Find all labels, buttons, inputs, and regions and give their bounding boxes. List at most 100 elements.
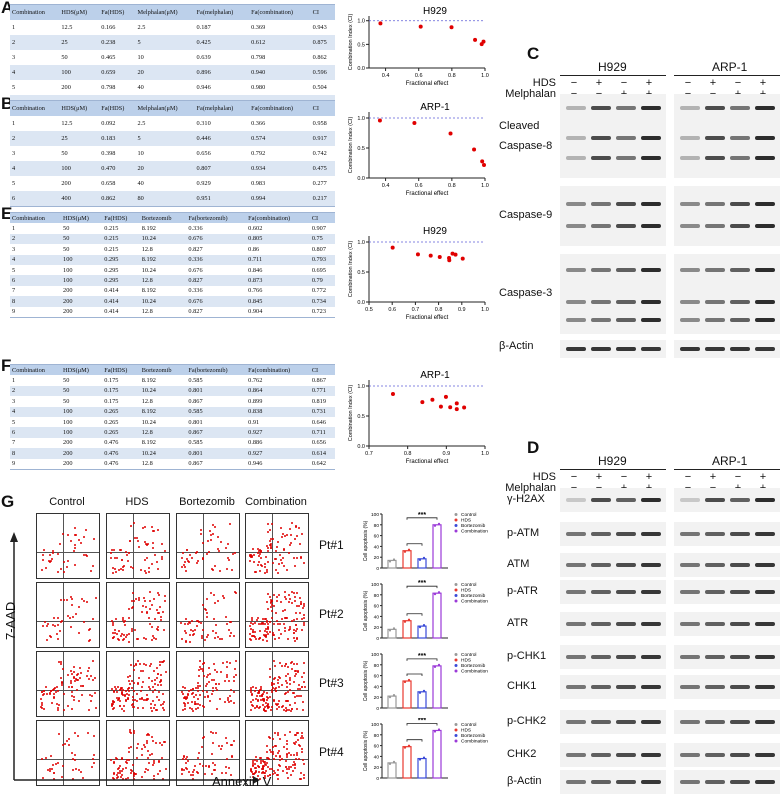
- event-dot: [138, 676, 141, 679]
- event-dot: [93, 735, 96, 738]
- blot-strip: [560, 675, 666, 699]
- y-tick-label: 100: [371, 582, 379, 588]
- event-dot: [292, 556, 295, 559]
- event-dot: [224, 771, 227, 774]
- event-dot: [209, 731, 212, 734]
- event-dot: [279, 601, 282, 604]
- event-dot: [58, 542, 61, 545]
- flow-axes: [10, 532, 260, 784]
- data-point: [443, 394, 448, 399]
- event-dot: [198, 660, 201, 663]
- event-dot: [277, 682, 280, 685]
- table-cell: 0.916: [101, 99, 116, 106]
- event-dot: [284, 734, 287, 736]
- event-dot: [282, 610, 285, 613]
- table-cell: 80: [137, 195, 144, 202]
- event-dot: [197, 685, 200, 688]
- event-dot: [202, 674, 205, 677]
- table-cell: 4: [12, 165, 16, 172]
- table-cell: 5: [137, 39, 141, 46]
- event-dot: [130, 686, 133, 689]
- event-dot: [50, 701, 53, 704]
- bar-point: [418, 558, 422, 561]
- protein-band: [680, 202, 700, 206]
- event-dot: [278, 705, 281, 708]
- protein-label: p-CHK1: [507, 650, 547, 662]
- data-point: [472, 147, 477, 152]
- event-dot: [292, 742, 295, 745]
- event-dot: [132, 605, 135, 608]
- protein-band: [616, 532, 636, 536]
- event-dot: [253, 636, 256, 639]
- blot-strip: [560, 94, 666, 178]
- event-dot: [146, 544, 149, 547]
- event-dot: [110, 703, 113, 706]
- event-dot: [192, 774, 195, 777]
- event-dot: [94, 596, 97, 599]
- quadrant-line: [133, 514, 135, 578]
- table-cell: 0.994: [251, 195, 266, 202]
- event-dot: [264, 556, 267, 559]
- protein-band: [755, 590, 775, 594]
- table-cell: 0.79: [311, 277, 323, 285]
- event-dot: [264, 617, 267, 620]
- y-axis-label: Cell apoptosis (%): [363, 660, 369, 701]
- table-row: 4 100 0.295 8.192 0.336 0.711 0.793: [10, 254, 335, 265]
- quadrant-line: [133, 652, 135, 716]
- event-dot: [133, 668, 136, 671]
- table-cell: 5: [12, 84, 16, 91]
- event-dot: [147, 697, 150, 700]
- event-dot: [234, 660, 237, 663]
- event-dot: [293, 695, 296, 698]
- event-dot: [255, 705, 258, 708]
- event-dot: [121, 692, 124, 695]
- event-dot: [74, 758, 77, 761]
- flow-plot: [245, 582, 309, 648]
- event-dot: [250, 622, 253, 625]
- event-dot: [289, 766, 292, 769]
- event-dot: [281, 533, 284, 536]
- event-dot: [262, 693, 265, 696]
- event-dot: [300, 686, 303, 689]
- event-dot: [286, 739, 289, 742]
- protein-band: [566, 318, 586, 322]
- event-dot: [212, 533, 215, 536]
- event-dot: [197, 681, 200, 684]
- event-dot: [77, 538, 80, 541]
- event-dot: [52, 764, 55, 767]
- blot-strip: [560, 522, 666, 546]
- event-dot: [74, 543, 77, 546]
- event-dot: [294, 565, 297, 568]
- event-dot: [274, 550, 277, 553]
- event-dot: [185, 767, 188, 770]
- legend-label: Control: [461, 582, 476, 588]
- event-dot: [273, 699, 276, 702]
- event-dot: [282, 708, 285, 711]
- event-dot: [78, 676, 81, 679]
- protein-band: [730, 300, 750, 304]
- event-dot: [200, 532, 203, 535]
- event-dot: [302, 607, 305, 610]
- event-dot: [299, 687, 302, 690]
- event-dot: [187, 770, 190, 773]
- blot-strip: [560, 186, 666, 246]
- event-dot: [295, 752, 298, 755]
- event-dot: [133, 706, 136, 709]
- event-dot: [67, 686, 70, 689]
- event-dot: [124, 766, 127, 769]
- protein-band: [641, 780, 661, 784]
- event-dot: [255, 619, 258, 622]
- bar-point: [422, 624, 426, 627]
- event-dot: [287, 637, 290, 640]
- quadrant-line: [246, 552, 308, 554]
- event-dot: [121, 773, 124, 776]
- table-cell: 12.8: [141, 429, 153, 437]
- table-cell: 0.867: [188, 429, 203, 437]
- event-dot: [230, 699, 233, 702]
- table-cell: 6: [12, 277, 16, 285]
- event-dot: [41, 777, 44, 780]
- x-axis-label: Fractional effect: [406, 315, 449, 321]
- protein-band: [730, 224, 750, 228]
- event-dot: [284, 626, 287, 629]
- event-dot: [76, 689, 79, 692]
